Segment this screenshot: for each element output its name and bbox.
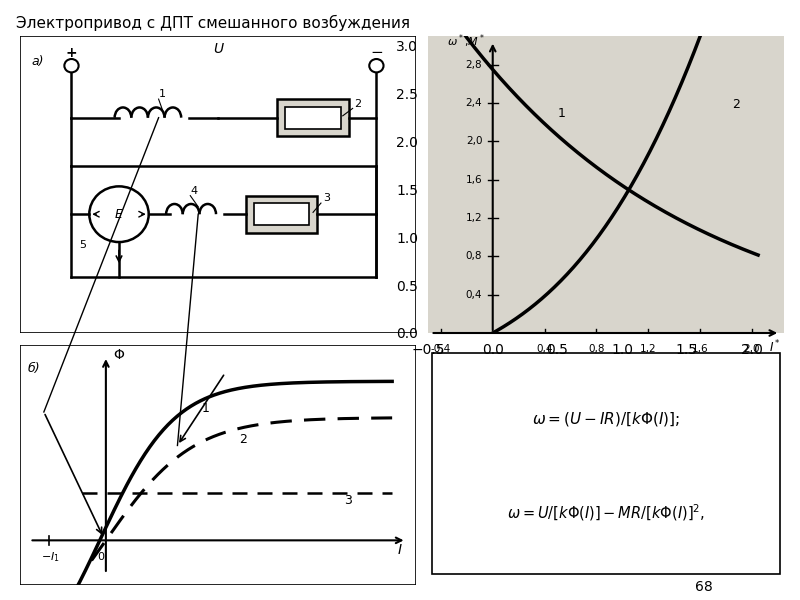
Text: $\omega = U/\left[k\Phi\left(I\right)\right] - MR/\left[k\Phi\left(I\right)\righ: $\omega = U/\left[k\Phi\left(I\right)\ri… <box>507 503 705 523</box>
Text: −: − <box>370 45 382 60</box>
Text: $\omega = \left(U - IR\right)/\left[k\Phi\left(I\right)\right];$: $\omega = \left(U - IR\right)/\left[k\Ph… <box>532 409 680 427</box>
Text: $-I_1$: $-I_1$ <box>42 550 60 563</box>
Text: 5: 5 <box>79 239 86 250</box>
Text: 3: 3 <box>345 494 352 507</box>
Text: 2,0: 2,0 <box>466 136 482 146</box>
Text: Электропривод с ДПТ смешанного возбуждения: Электропривод с ДПТ смешанного возбужден… <box>16 15 410 31</box>
Text: 1: 1 <box>558 107 566 121</box>
Text: I: I <box>398 544 402 557</box>
Text: $I^*$: $I^*$ <box>769 338 781 355</box>
Bar <box>246 196 317 233</box>
Text: 4: 4 <box>190 186 198 196</box>
Text: 68: 68 <box>695 580 713 594</box>
Text: Φ: Φ <box>113 348 124 362</box>
Text: 0: 0 <box>98 552 105 562</box>
Text: Е: Е <box>115 208 123 221</box>
Text: $\omega^*$,$M^*$: $\omega^*$,$M^*$ <box>447 32 486 50</box>
Text: б): б) <box>27 362 40 375</box>
Text: 1: 1 <box>158 89 166 99</box>
Text: 0,8: 0,8 <box>466 251 482 262</box>
Text: 0,8: 0,8 <box>588 344 605 355</box>
Text: 0,4: 0,4 <box>466 290 482 299</box>
Text: а): а) <box>32 55 44 68</box>
Text: 2,0: 2,0 <box>743 344 760 355</box>
Bar <box>254 203 309 226</box>
Text: 0,4: 0,4 <box>536 344 553 355</box>
Text: -0,4: -0,4 <box>431 344 451 355</box>
Text: 2: 2 <box>354 98 362 109</box>
Text: 1,2: 1,2 <box>640 344 656 355</box>
Text: 1,6: 1,6 <box>466 175 482 185</box>
Text: 1: 1 <box>202 402 209 415</box>
Text: 2,4: 2,4 <box>466 98 482 108</box>
Bar <box>278 99 349 136</box>
Text: 1,6: 1,6 <box>691 344 708 355</box>
Text: U: U <box>213 42 223 56</box>
Text: +: + <box>66 46 78 60</box>
Circle shape <box>90 187 149 242</box>
Text: 3: 3 <box>323 193 330 203</box>
Bar <box>286 107 341 129</box>
Text: 2: 2 <box>732 98 740 111</box>
Text: 2,8: 2,8 <box>466 60 482 70</box>
Text: 2: 2 <box>239 433 247 446</box>
Text: 1,2: 1,2 <box>466 213 482 223</box>
